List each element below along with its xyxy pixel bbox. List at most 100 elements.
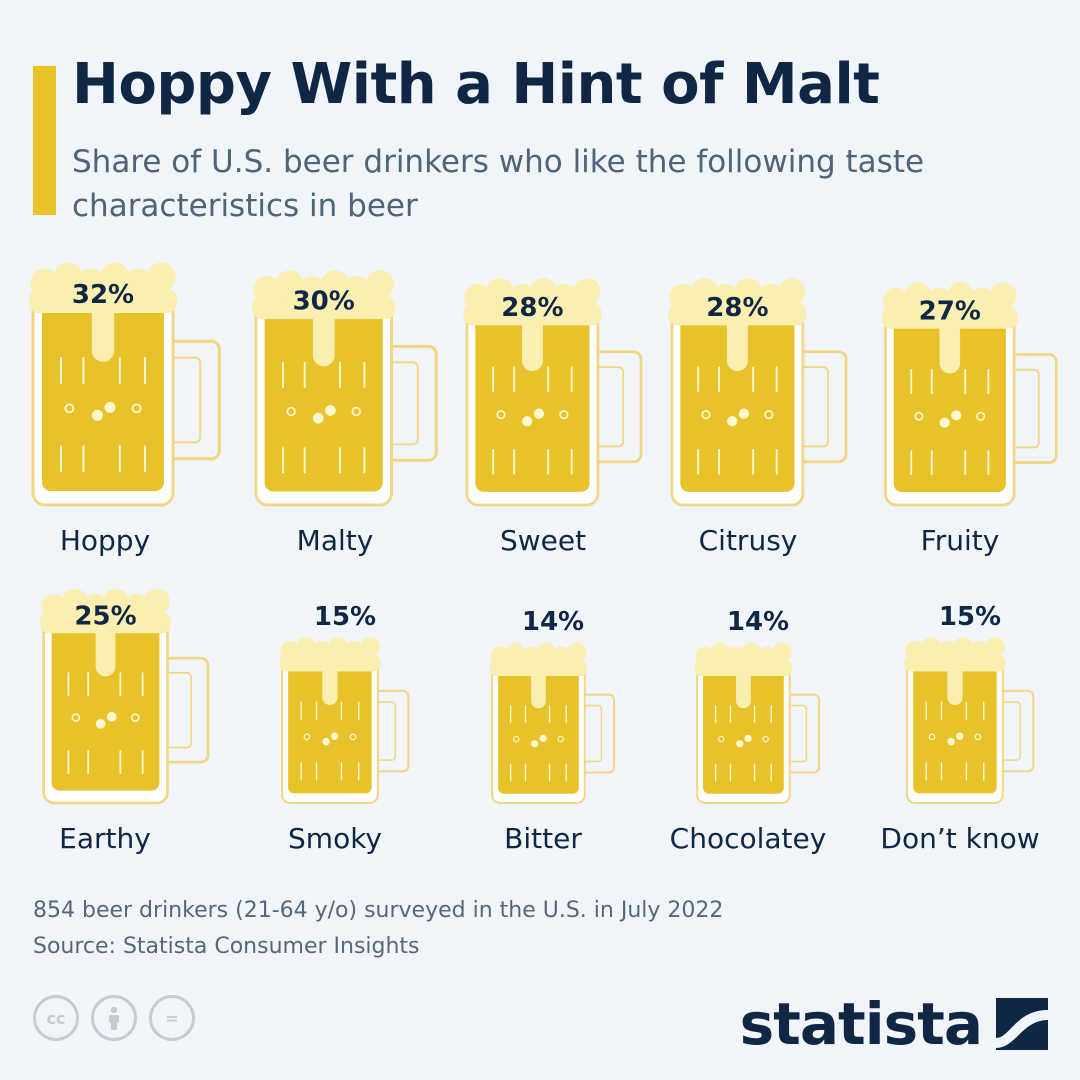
beer-bubble <box>744 734 752 743</box>
foam-drip <box>322 664 338 705</box>
mug-handle <box>1008 353 1058 464</box>
foam-bubble <box>366 270 395 299</box>
brand-name: statista <box>739 990 983 1058</box>
foam-drip <box>736 669 751 709</box>
page-title: Hoppy With a Hint of Malt <box>72 52 880 117</box>
category-label: Citrusy <box>699 524 798 557</box>
foam-bubble <box>921 636 941 657</box>
mug-handle <box>592 350 643 464</box>
foam-drip <box>521 316 543 372</box>
beer-bubble <box>974 733 982 741</box>
foam-bubble <box>968 641 989 661</box>
foam-bubble <box>529 278 557 306</box>
foam-bubble <box>552 646 572 666</box>
beer-bubble <box>64 403 75 414</box>
beer-bubble <box>325 405 336 416</box>
foam-bubble <box>280 641 300 661</box>
title-accent-bar <box>33 66 56 215</box>
beer-bubble <box>106 711 117 722</box>
beer-bubble <box>95 718 106 729</box>
beer-bubble <box>914 411 924 421</box>
foam-bubble <box>712 283 741 311</box>
foam-bubble <box>968 287 996 315</box>
foam-bubble <box>925 287 953 315</box>
beer-bubble <box>955 732 964 740</box>
no-derivatives-icon[interactable]: = <box>149 995 195 1041</box>
page-subtitle: Share of U.S. beer drinkers who like the… <box>72 144 925 224</box>
foam-bubble <box>298 276 327 305</box>
foam-bubble <box>567 642 587 662</box>
beer-bubble <box>951 410 962 421</box>
foam-bubble <box>905 641 925 661</box>
beer-mug: 15% Don’t know <box>880 602 1039 855</box>
beer-bubble <box>522 416 533 427</box>
value-label: 28% <box>706 293 768 323</box>
foam-drip <box>939 319 961 374</box>
source-note: Source: Statista Consumer Insights <box>33 934 420 959</box>
foam-bubble <box>695 646 715 666</box>
mug-beer <box>893 319 1006 493</box>
foam-bubble <box>100 262 130 292</box>
beer-bubble <box>539 734 547 743</box>
foam-bubble <box>734 278 762 306</box>
foam-bubble <box>573 278 601 306</box>
foam-bubble <box>691 278 719 306</box>
cc-icon[interactable]: cc <box>33 995 79 1041</box>
foam-bubble <box>144 588 170 615</box>
foam-bubble <box>984 636 1005 657</box>
category-label: Fruity <box>921 524 1000 557</box>
beer-bubble <box>130 713 140 722</box>
beer-bubble <box>557 735 564 743</box>
beer-mug: 14% Chocolatey <box>670 607 827 855</box>
beer-bubble <box>928 733 936 741</box>
foam-bubble <box>757 646 777 666</box>
beer-bubble <box>322 737 330 746</box>
foam-bubble <box>359 636 380 657</box>
beer-mug: 28% Sweet <box>463 278 643 557</box>
statista-logo-icon <box>996 998 1048 1050</box>
foam-drip <box>95 624 116 677</box>
beer-mug: 30% Malty <box>252 270 438 557</box>
beer-bubble <box>701 410 711 420</box>
foam-bubble <box>312 641 332 661</box>
foam-bubble <box>551 283 579 311</box>
beer-bubble <box>717 735 725 743</box>
mug-handle <box>797 350 848 464</box>
foam-drip <box>947 664 963 705</box>
beer-bubble <box>533 408 545 419</box>
category-label: Sweet <box>500 524 586 557</box>
foam-bubble <box>275 270 304 299</box>
beer-mug-chart: 32% Hoppy 30% Malty 28% Sweet 28% Citrusy 27% Fru… <box>29 262 1058 855</box>
mug-handle <box>997 689 1035 773</box>
beer-bubble <box>764 410 774 420</box>
foam-bubble <box>320 270 350 299</box>
category-label: Don’t know <box>880 822 1039 855</box>
beer-bubble <box>976 411 986 421</box>
beer-bubble <box>104 401 116 413</box>
beer-bubble <box>312 412 324 424</box>
foam-bubble <box>76 268 106 298</box>
mug-beer <box>288 664 372 794</box>
mug-beer <box>498 669 579 794</box>
beer-bubble <box>330 732 339 740</box>
value-label: 15% <box>939 602 1001 632</box>
beer-mug: 27% Fruity <box>881 282 1058 557</box>
foam-bubble <box>30 268 60 298</box>
beer-mug: 15% Smoky <box>279 602 410 855</box>
foam-bubble <box>710 642 730 662</box>
beer-mug: 14% Bitter <box>489 607 616 855</box>
statista-logo[interactable]: statista <box>740 990 1048 1058</box>
foam-bubble <box>253 276 282 305</box>
beer-bubble <box>727 416 738 427</box>
beer-bubble <box>531 740 539 748</box>
attribution-icon[interactable] <box>91 995 137 1041</box>
foam-bubble <box>343 641 364 661</box>
mug-handle <box>784 693 821 774</box>
beer-bubble <box>512 735 520 743</box>
beer-mug: 32% Hoppy <box>29 262 221 557</box>
foam-bubble <box>953 636 973 657</box>
category-label: Chocolatey <box>670 822 827 855</box>
mug-handle <box>372 689 410 773</box>
beer-bubble <box>736 740 744 748</box>
mug-beer <box>475 316 590 492</box>
